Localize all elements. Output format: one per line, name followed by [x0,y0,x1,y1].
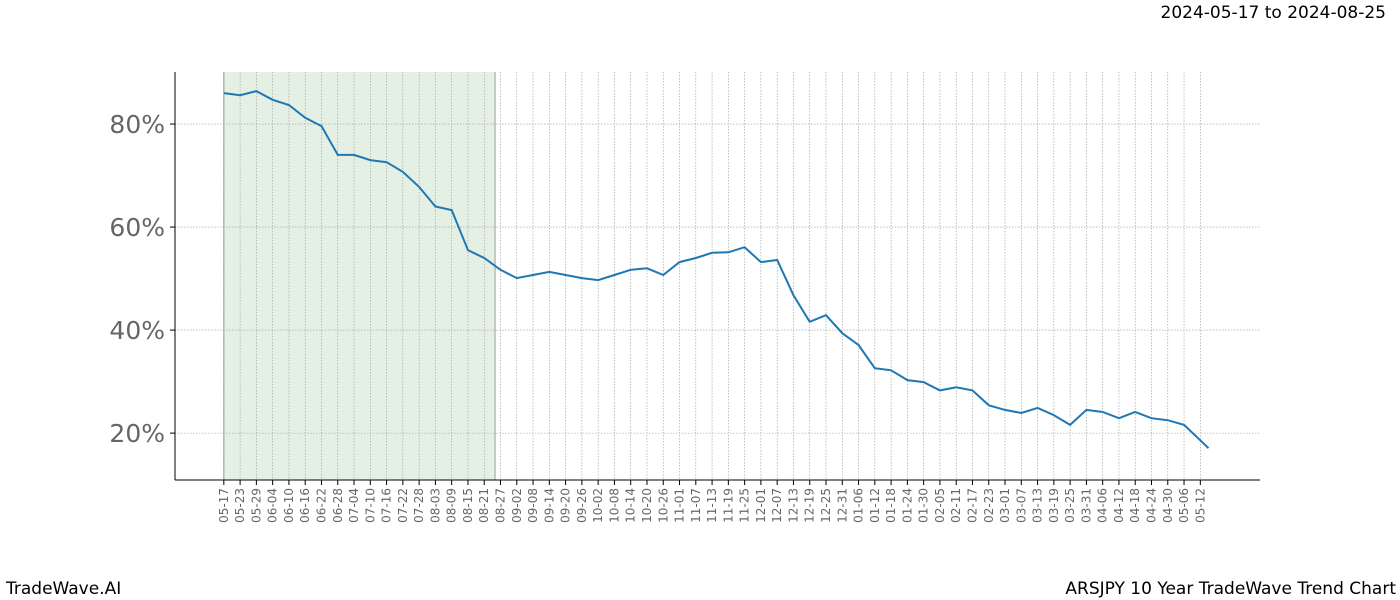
x-tick-label: 02-11 [949,488,963,523]
x-tick-label: 07-28 [412,488,426,523]
x-tick-label: 11-07 [689,488,703,523]
x-tick-label: 11-01 [673,488,687,523]
x-tick-label: 03-19 [1047,488,1061,523]
chart-title: ARSJPY 10 Year TradeWave Trend Chart [1065,579,1396,599]
x-tick-label: 05-12 [1193,488,1207,523]
x-tick-label: 08-27 [494,488,508,523]
x-tick-label: 07-10 [363,488,377,523]
x-tick-label: 06-22 [314,488,328,523]
x-tick-label: 09-14 [542,488,556,523]
x-tick-label: 01-30 [917,488,931,523]
x-tick-label: 12-25 [819,488,833,523]
y-tick-label: 40% [109,316,165,345]
x-tick-label: 03-07 [1014,488,1028,523]
x-tick-label: 02-17 [965,488,979,523]
x-tick-label: 03-31 [1079,488,1093,523]
x-tick-label: 12-19 [803,488,817,523]
x-tick-label: 04-06 [1096,488,1110,523]
data-line [223,90,1210,449]
x-tick-label: 09-08 [526,488,540,523]
x-tick-label: 07-04 [347,488,361,523]
x-tick-label: 07-22 [396,488,410,523]
x-tick-label: 01-12 [868,488,882,523]
x-tick-label: 01-24 [900,488,914,523]
x-tick-label: 12-01 [754,488,768,523]
x-tick-label: 03-25 [1063,488,1077,523]
highlight-region [223,72,496,480]
x-tick-label: 10-20 [640,488,654,523]
x-tick-label: 06-28 [331,488,345,523]
x-tick-label: 11-25 [738,488,752,523]
x-tick-label: 04-24 [1145,488,1159,523]
y-tick-label: 80% [109,110,165,139]
x-tick-label: 05-23 [233,488,247,523]
x-tick-label: 06-16 [298,488,312,523]
x-tick-label: 03-01 [998,488,1012,523]
x-tick-label: 08-15 [461,488,475,523]
x-tick-label: 11-19 [721,488,735,523]
x-tick-label: 05-06 [1177,488,1191,523]
x-tick-label: 12-13 [786,488,800,523]
x-tick-label: 09-02 [510,488,524,523]
x-tick-label: 07-16 [380,488,394,523]
x-tick-label: 10-26 [656,488,670,523]
x-tick-label: 01-06 [852,488,866,523]
brand: TradeWave.AI [5,579,121,599]
x-tick-label: 08-09 [445,488,459,523]
x-tick-label: 04-12 [1112,488,1126,523]
x-tick-label: 02-05 [933,488,947,523]
x-tick-label: 11-13 [705,488,719,523]
x-tick-label: 10-02 [591,488,605,523]
x-tick-label: 12-31 [835,488,849,523]
x-tick-label: 10-14 [624,488,638,523]
x-tick-label: 04-18 [1128,488,1142,523]
x-tick-label: 06-04 [266,488,280,523]
subtitle: 2024-05-17 to 2024-08-25 [1161,3,1386,23]
x-tick-label: 10-08 [607,488,621,523]
x-tick-label: 01-18 [884,488,898,523]
x-tick-label: 02-23 [982,488,996,523]
x-tick-label: 05-29 [249,488,263,523]
x-tick-label: 03-13 [1031,488,1045,523]
x-tick-label: 09-26 [575,488,589,523]
x-tick-label: 05-17 [217,488,231,523]
y-tick-label: 60% [109,213,165,242]
x-tick-label: 08-21 [477,488,491,523]
x-tick-label: 04-30 [1161,488,1175,523]
x-tick-label: 09-20 [559,488,573,523]
x-tick-label: 12-07 [770,488,784,523]
x-tick-label: 08-03 [428,488,442,523]
y-tick-label: 20% [109,419,165,448]
x-tick-label: 06-10 [282,488,296,523]
